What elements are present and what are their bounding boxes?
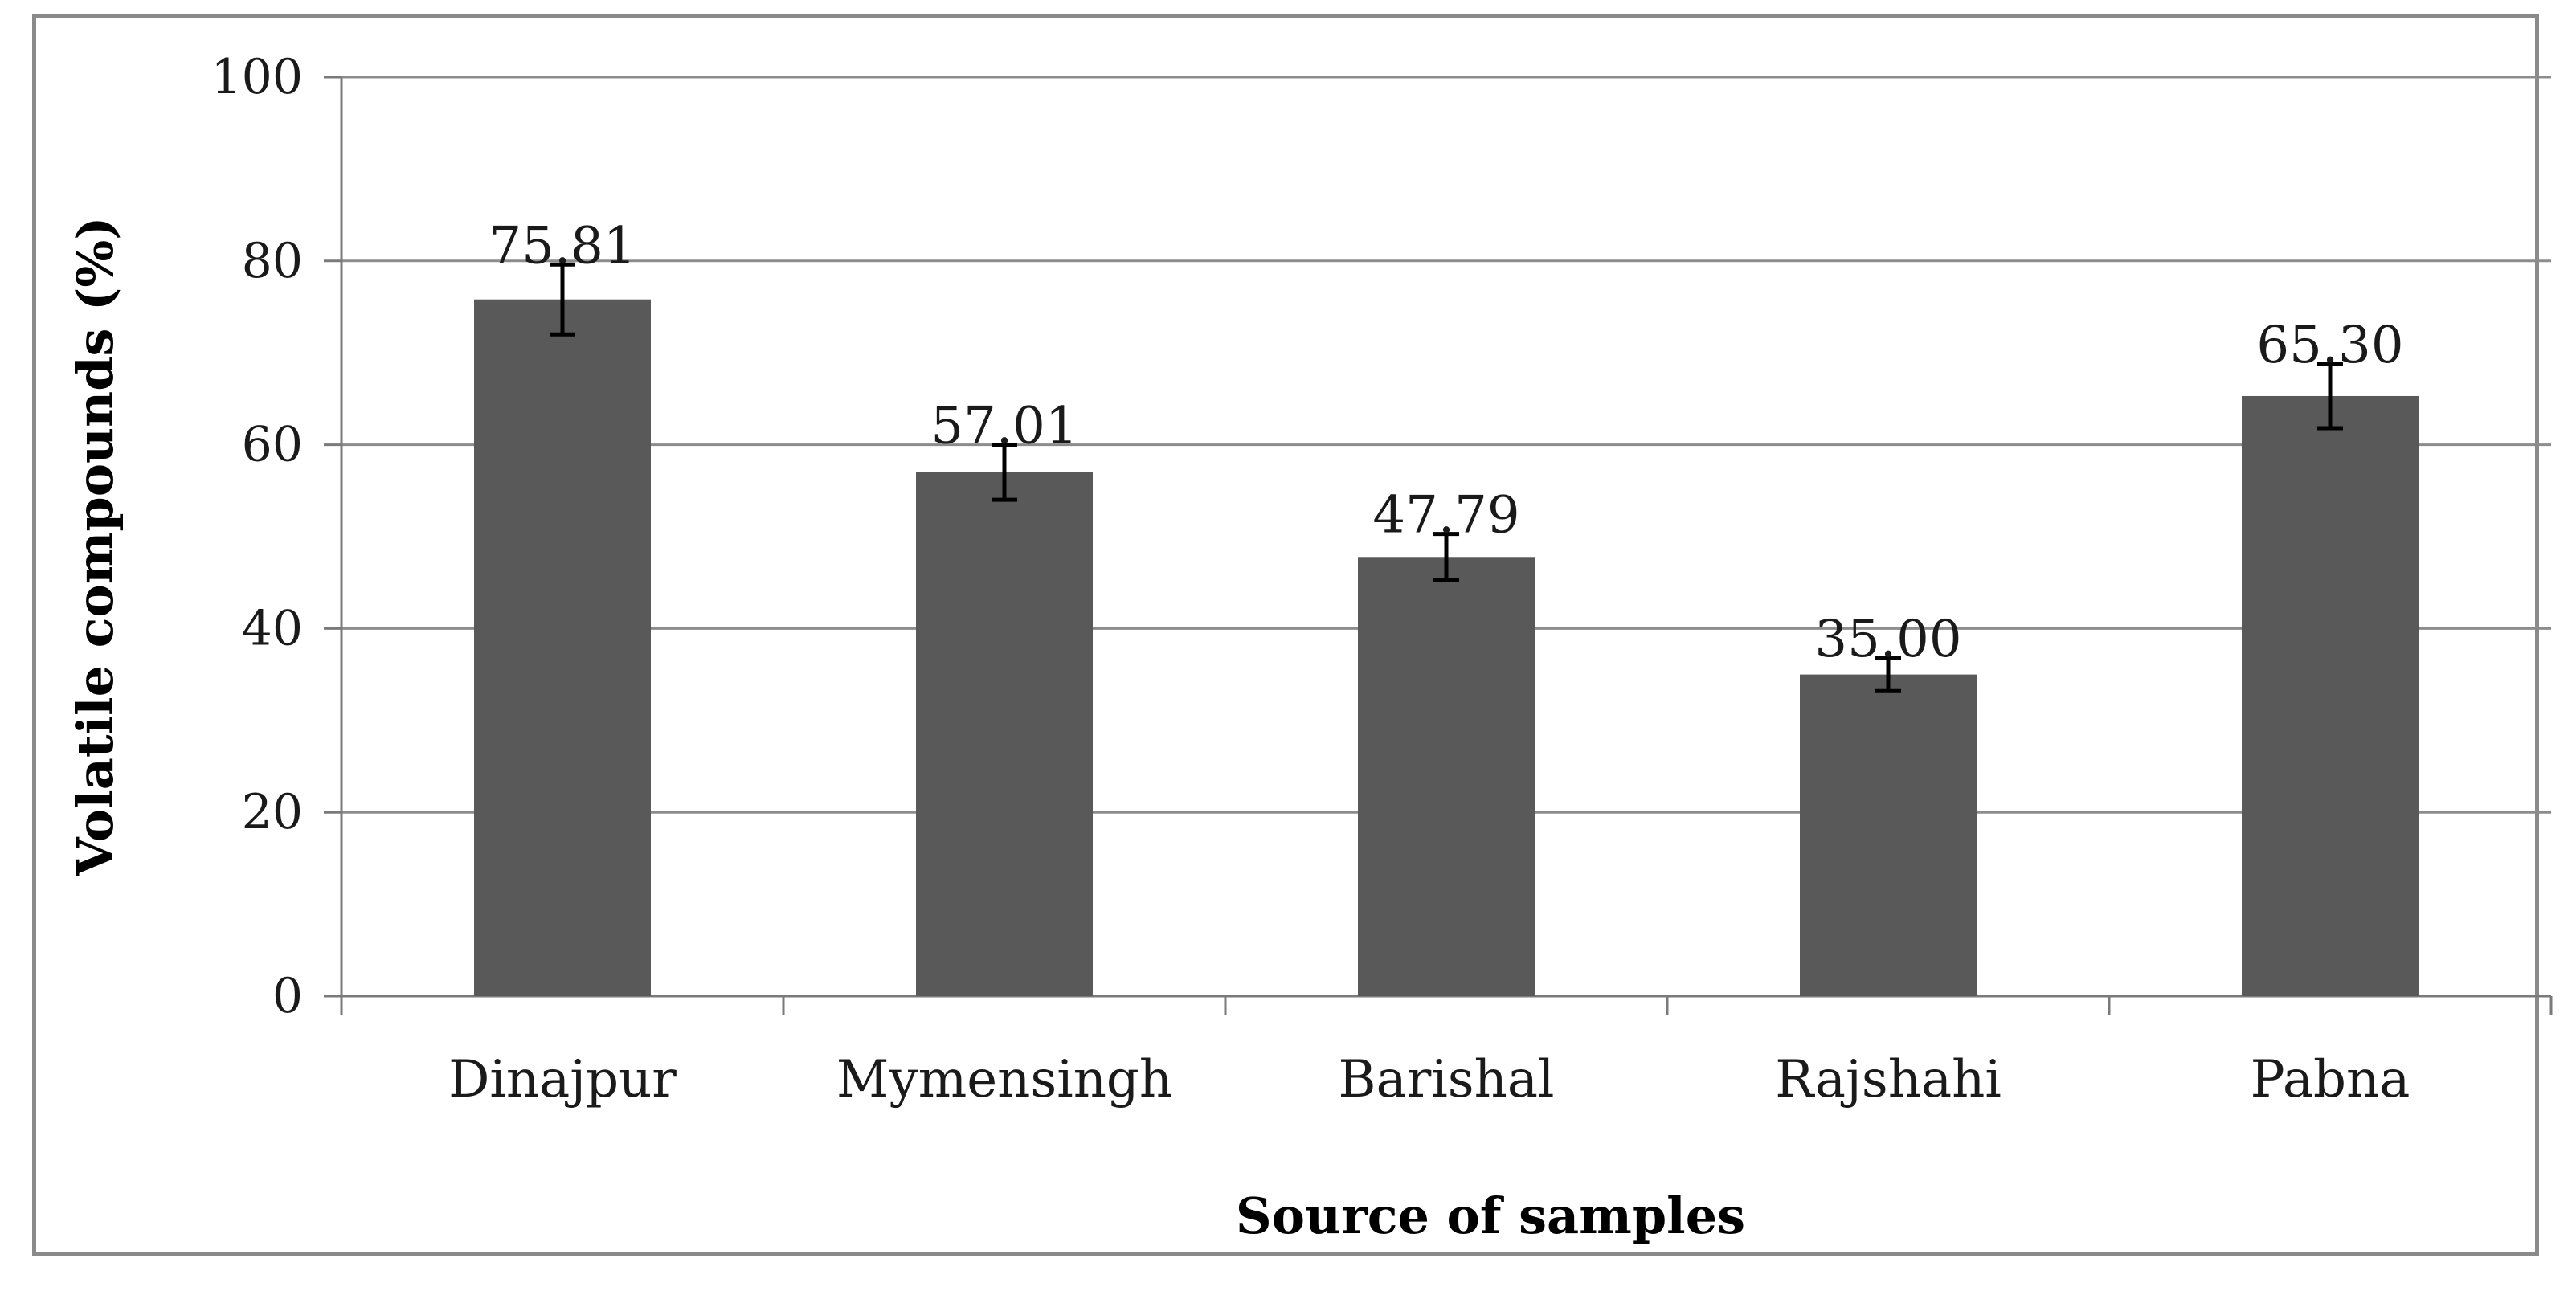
y-tick-label: 40 bbox=[242, 600, 303, 656]
tick-labels: 0 20 40 60 80 100 Dinajpur Mymensingh Barishal Ra… bbox=[211, 49, 2410, 1109]
x-tick-label: Pabna bbox=[2251, 1050, 2410, 1109]
x-tick-label: Dinajpur bbox=[448, 1050, 677, 1109]
data-label: 57.01 bbox=[930, 396, 1077, 455]
bar-mymensingh bbox=[916, 472, 1093, 996]
x-tick-label: Mymensingh bbox=[836, 1050, 1172, 1109]
x-tick-label: Rajshahi bbox=[1775, 1050, 2002, 1109]
x-tick-label: Barishal bbox=[1339, 1050, 1555, 1109]
error-bars bbox=[550, 262, 2343, 693]
y-tick-label: 80 bbox=[242, 233, 303, 289]
bars bbox=[474, 299, 2419, 996]
bar-pabna bbox=[2242, 395, 2419, 996]
bar-rajshahi bbox=[1800, 674, 1977, 996]
data-label: 65.30 bbox=[2256, 316, 2403, 375]
y-tick-label: 20 bbox=[242, 784, 303, 840]
y-axis-title: Volatile compounds (%) bbox=[66, 216, 125, 876]
x-axis-title: Source of samples bbox=[1236, 1187, 1745, 1245]
data-label: 47.79 bbox=[1372, 486, 1519, 545]
data-labels: 75.81 57.01 47.79 35.00 65.30 bbox=[489, 216, 2403, 669]
data-label: 75.81 bbox=[489, 216, 636, 276]
bar-dinajpur bbox=[474, 299, 651, 996]
y-tick-label: 0 bbox=[272, 968, 303, 1024]
y-tick-label: 100 bbox=[211, 49, 303, 105]
bar-barishal bbox=[1358, 557, 1535, 996]
chart-frame bbox=[32, 14, 2539, 1256]
data-label: 35.00 bbox=[1814, 610, 1961, 669]
y-tick-label: 60 bbox=[242, 417, 303, 473]
